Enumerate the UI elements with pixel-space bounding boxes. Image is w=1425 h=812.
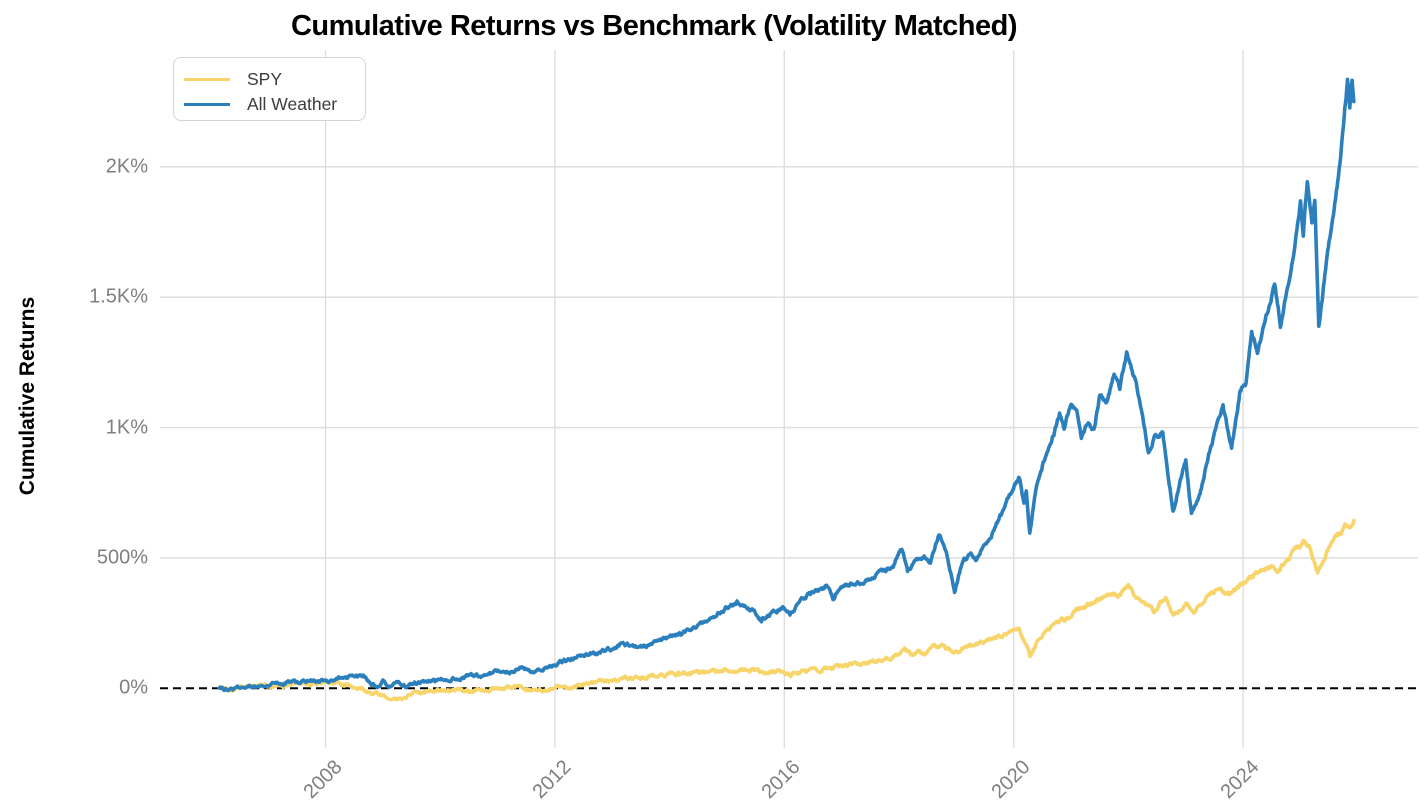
all-weather-line [217, 77, 1356, 693]
y-axis-label: Cumulative Returns [16, 296, 39, 496]
legend: SPY All Weather [173, 57, 366, 121]
y-tick-label: 500% [96, 546, 148, 569]
all-weather-line-swatch [184, 102, 230, 106]
spy-line [217, 518, 1356, 702]
chart-title: Cumulative Returns vs Benchmark (Volatil… [290, 10, 1018, 42]
y-tick-label: 2K% [105, 155, 148, 178]
legend-label-all-weather: All Weather [247, 93, 338, 114]
spy-line-swatch [184, 77, 230, 81]
gridlines [160, 50, 1418, 748]
y-tick-label: 1K% [105, 416, 148, 439]
y-tick-label: 1.5K% [89, 285, 148, 308]
legend-item-spy: SPY [184, 67, 365, 91]
legend-label-spy: SPY [247, 68, 283, 89]
y-tick-label: 0% [119, 676, 148, 699]
legend-item-all-weather: All Weather [184, 92, 365, 116]
